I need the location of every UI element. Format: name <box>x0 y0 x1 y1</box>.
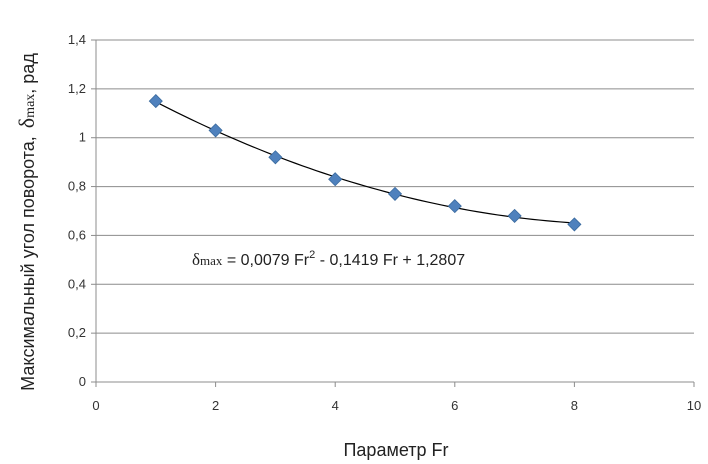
x-tick-label: 0 <box>92 398 99 413</box>
y-tick-label: 1,2 <box>68 81 86 96</box>
gridlines <box>91 39 694 383</box>
y-tick-label: 0,8 <box>68 179 86 194</box>
data-point <box>567 217 582 232</box>
x-tick-labels: 0 2 4 6 8 10 <box>92 398 701 413</box>
x-tick-label: 2 <box>212 398 219 413</box>
y-axis-subscript: max <box>23 94 38 118</box>
y-axis-title: Максимальный угол поворота, δmax, рад <box>14 53 39 391</box>
y-tick-label: 0,6 <box>68 227 86 242</box>
data-point <box>447 199 462 214</box>
y-tick-labels: 0 0,2 0,4 0,6 0,8 1 1,2 1,4 <box>68 32 86 389</box>
trendline <box>155 101 575 224</box>
data-point <box>268 150 283 165</box>
data-point <box>328 172 343 187</box>
y-tick-label: 1 <box>79 130 86 145</box>
equation-subscript: max <box>200 253 223 268</box>
x-tick-label: 8 <box>571 398 578 413</box>
equation-symbol: δ <box>192 250 200 269</box>
y-axis-unit: , рад <box>18 53 38 94</box>
data-point <box>208 123 223 138</box>
x-tick-label: 10 <box>687 398 701 413</box>
x-tick-label: 6 <box>451 398 458 413</box>
axes <box>95 40 695 387</box>
y-tick-label: 0 <box>79 374 86 389</box>
y-axis-title-text: Максимальный угол поворота, <box>18 136 38 391</box>
equation-label: δmax = 0,0079 Fr2 - 0,1419 Fr + 1,2807 <box>192 249 465 269</box>
equation-part1: = 0,0079 Fr <box>222 252 309 269</box>
x-axis-title: Параметр Fr <box>343 440 448 460</box>
y-tick-label: 0,4 <box>68 276 86 291</box>
data-point <box>387 186 403 201</box>
data-points <box>148 94 582 232</box>
y-axis-symbol: δ <box>14 118 39 128</box>
y-tick-label: 0,2 <box>68 325 86 340</box>
trendline-group <box>155 101 575 224</box>
y-tick-label: 1,4 <box>68 32 86 47</box>
data-point <box>507 208 522 223</box>
equation-part2: - 0,1419 Fr + 1,2807 <box>315 252 465 269</box>
x-tick-label: 4 <box>332 398 339 413</box>
equation-superscript: 2 <box>309 249 315 261</box>
data-point <box>148 94 163 109</box>
